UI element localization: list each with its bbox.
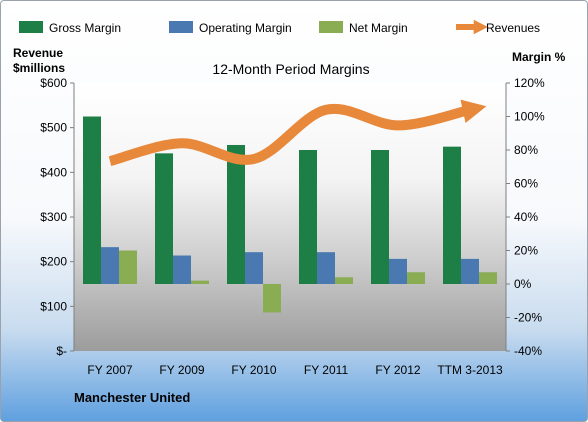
right-tick-label: 0%: [514, 277, 532, 291]
left-tick-label: $500: [40, 121, 67, 135]
plot-area: [74, 83, 506, 351]
net-margin-bar: [479, 272, 497, 284]
company-label: Manchester United: [74, 390, 190, 405]
right-axis-ticks: -40% -20% 0% 20% 40% 60% 80% 100% 120%: [506, 76, 545, 358]
net-margin-bar: [407, 272, 425, 284]
category-labels: FY 2007 FY 2009 FY 2010 FY 2011 FY 2012 TTM 3…: [87, 363, 503, 377]
chart-title: 12-Month Period Margins: [212, 61, 369, 77]
revenue-series: [108, 99, 487, 167]
right-tick-label: -20%: [514, 311, 542, 325]
left-tick-label: $200: [40, 255, 67, 269]
net-margin-bar: [191, 280, 209, 284]
legend-label-operating-margin: Operating Margin: [199, 21, 292, 35]
operating-margin-bar: [245, 252, 263, 284]
left-tick-label: $100: [40, 299, 67, 313]
gross-margin-bar: [371, 150, 389, 284]
legend-swatch-gross-margin: [19, 21, 43, 33]
category-label: TTM 3-2013: [437, 363, 503, 377]
operating-margin-bar: [461, 258, 479, 284]
right-tick-label: -40%: [514, 344, 542, 358]
left-axis-ticks: $- $100 $200 $300 $400 $500 $600: [40, 76, 74, 358]
legend-label-gross-margin: Gross Margin: [49, 21, 121, 35]
operating-margin-bar: [317, 252, 335, 284]
category-label: FY 2007: [87, 363, 132, 377]
right-tick-label: 80%: [514, 143, 538, 157]
left-tick-label: $-: [56, 344, 67, 358]
right-tick-label: 100%: [514, 110, 545, 124]
operating-margin-bar: [173, 255, 191, 284]
category-label: FY 2012: [375, 363, 420, 377]
net-margin-bar: [119, 250, 137, 284]
legend-label-net-margin: Net Margin: [349, 21, 408, 35]
left-tick-label: $400: [40, 165, 67, 179]
category-label: FY 2011: [304, 363, 349, 377]
right-axis-label: Margin %: [512, 50, 566, 64]
category-label: FY 2010: [231, 363, 276, 377]
operating-margin-bar: [389, 258, 407, 284]
gross-margin-bar: [83, 116, 101, 284]
bars: [83, 116, 497, 313]
legend-swatch-operating-margin: [169, 21, 193, 33]
revenues-line: [108, 99, 487, 167]
gross-margin-bar: [155, 153, 173, 284]
net-margin-bar: [335, 277, 353, 284]
legend: Gross Margin Operating Margin Net Margin Re…: [19, 19, 540, 35]
net-margin-bar: [263, 284, 281, 313]
gross-margin-bar: [443, 146, 461, 284]
gross-margin-bar: [227, 144, 245, 284]
gross-margin-bar: [299, 150, 317, 284]
operating-margin-bar: [101, 247, 119, 284]
right-tick-label: 60%: [514, 177, 538, 191]
legend-label-revenues: Revenues: [486, 21, 540, 35]
left-tick-label: $300: [40, 210, 67, 224]
right-tick-label: 120%: [514, 76, 545, 90]
left-axis-label-line2: $millions: [13, 61, 65, 75]
left-axis-label-line1: Revenue: [13, 46, 63, 60]
right-tick-label: 40%: [514, 210, 538, 224]
right-tick-label: 20%: [514, 244, 538, 258]
left-tick-label: $600: [40, 76, 67, 90]
legend-swatch-net-margin: [319, 21, 343, 33]
category-label: FY 2009: [159, 363, 204, 377]
